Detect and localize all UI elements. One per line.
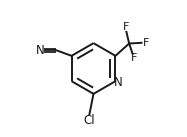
Text: Cl: Cl	[84, 114, 95, 127]
Text: F: F	[123, 22, 130, 32]
Text: N: N	[114, 76, 122, 89]
Text: F: F	[131, 53, 137, 63]
Text: N: N	[36, 44, 45, 57]
Text: F: F	[143, 38, 149, 48]
